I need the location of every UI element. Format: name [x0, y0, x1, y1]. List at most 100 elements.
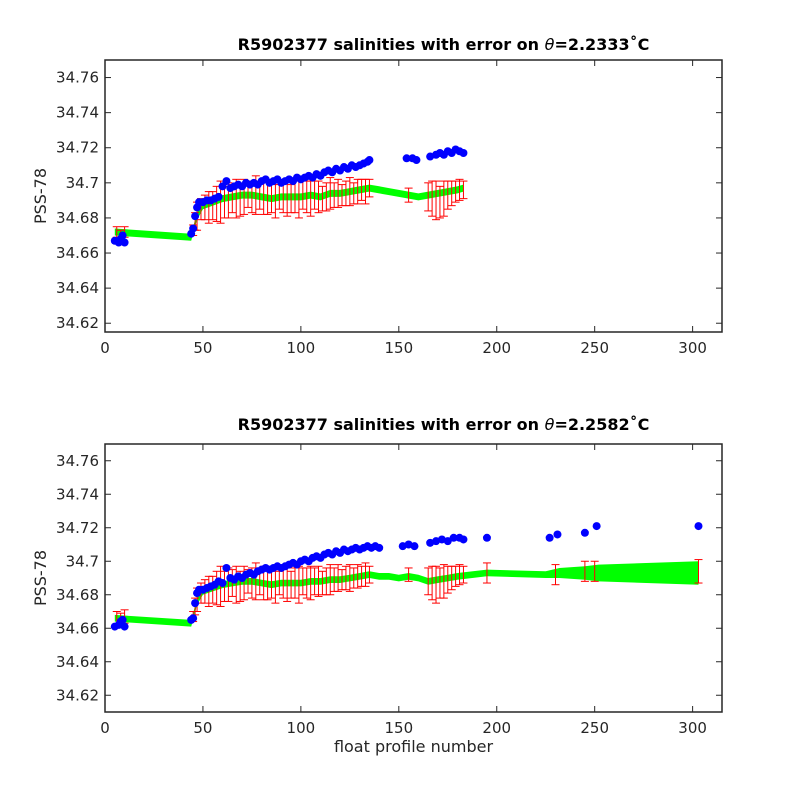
observed-point — [459, 149, 468, 158]
y-tick-label: 34.62 — [56, 686, 99, 704]
y-tick-label: 34.74 — [56, 104, 99, 122]
observed-point — [189, 224, 198, 233]
error-bar — [310, 567, 319, 596]
observed-point — [118, 615, 127, 624]
error-bar — [482, 562, 491, 584]
observed-point — [189, 614, 198, 623]
observed-point — [222, 563, 231, 572]
error-bar — [361, 562, 370, 587]
error-bar — [432, 180, 441, 221]
y-tick-label: 34.74 — [56, 485, 99, 503]
chart-title: R5902377 salinities with error on θ=2.23… — [238, 35, 650, 54]
error-bar — [365, 178, 374, 198]
error-bar — [435, 185, 444, 219]
x-tick-label: 50 — [193, 339, 212, 357]
observed-point — [191, 599, 200, 608]
x-tick-label: 150 — [384, 339, 413, 357]
error-bar — [451, 565, 460, 587]
y-tick-label: 34.76 — [56, 69, 99, 87]
error-bar — [424, 567, 433, 596]
x-axis-label: float profile number — [334, 737, 494, 756]
x-tick-label: 250 — [580, 719, 609, 737]
observed-point — [694, 522, 703, 531]
observed-point — [482, 533, 491, 542]
error-bar — [341, 565, 350, 591]
x-tick-label: 200 — [482, 339, 511, 357]
chart-title-prefix: R5902377 salinities with error on — [238, 35, 545, 54]
y-tick-label: 34.76 — [56, 452, 99, 470]
error-bar — [302, 567, 311, 599]
y-tick-label: 34.7 — [66, 174, 99, 192]
y-axis-label: PSS-78 — [31, 550, 50, 606]
error-bar — [326, 564, 335, 596]
error-bar — [404, 187, 413, 203]
observed-point — [118, 231, 127, 240]
y-tick-label: 34.66 — [56, 619, 99, 637]
error-bar — [404, 567, 413, 582]
error-bar — [580, 560, 589, 582]
chart-title-theta: θ — [545, 35, 555, 54]
error-bar — [345, 564, 354, 592]
calibrated-band — [114, 561, 699, 627]
calibrated-band — [114, 184, 464, 241]
error-bar — [439, 564, 448, 599]
observed-point — [459, 535, 468, 544]
chart-title-prefix: R5902377 salinities with error on — [238, 415, 545, 434]
y-tick-label: 34.64 — [56, 279, 99, 297]
error-bar — [459, 180, 468, 200]
error-bar — [551, 564, 560, 586]
observed-point — [545, 533, 554, 542]
chart-title-unit: ˚C — [630, 35, 650, 54]
error-bar — [334, 178, 343, 208]
observed-point — [592, 522, 601, 531]
x-tick-label: 0 — [100, 719, 110, 737]
y-tick-label: 34.64 — [56, 653, 99, 671]
chart-title-theta: θ — [545, 415, 555, 434]
chart-panel-1: 0 50 100 150 200 250 300 34.62 34.64 34.66 34.68 34… — [31, 35, 723, 357]
observed-point — [214, 192, 223, 201]
chart-panel-2: 0 50 100 150 200 250 300 34.62 34.64 34.66 34.68 34… — [31, 415, 723, 756]
error-bar — [451, 180, 460, 203]
error-bar — [322, 182, 331, 212]
y-tick-label: 34.68 — [56, 209, 99, 227]
observed-point — [120, 238, 129, 247]
error-bar — [365, 565, 374, 584]
x-tick-label: 250 — [580, 339, 609, 357]
x-tick-label: 150 — [384, 719, 413, 737]
observed-point — [443, 537, 452, 546]
x-tick-label: 100 — [287, 719, 316, 737]
error-bar — [455, 564, 464, 586]
y-tick-label: 34.72 — [56, 139, 99, 157]
chart-title-value: =2.2333 — [554, 35, 629, 54]
error-bar — [459, 565, 468, 584]
y-tick-label: 34.72 — [56, 519, 99, 537]
chart-title-unit: ˚C — [630, 415, 650, 434]
axes-box — [104, 59, 723, 333]
observed-point — [365, 156, 374, 165]
x-tick-label: 200 — [482, 719, 511, 737]
observed-point — [222, 177, 231, 186]
y-tick-label: 34.7 — [66, 552, 99, 570]
error-bar — [455, 178, 464, 201]
observed-point — [191, 212, 200, 221]
x-tick-label: 50 — [193, 719, 212, 737]
error-bar — [345, 177, 354, 207]
error-bar — [353, 564, 362, 589]
x-tick-label: 100 — [287, 339, 316, 357]
y-axis-label: PSS-78 — [31, 168, 50, 224]
x-tick-label: 0 — [100, 339, 110, 357]
error-bar — [334, 564, 343, 592]
chart-title: R5902377 salinities with error on θ=2.25… — [238, 415, 650, 434]
observed-point — [553, 530, 562, 539]
observed-point — [449, 533, 458, 542]
x-tick-label: 300 — [678, 719, 707, 737]
error-bar — [232, 565, 241, 604]
y-tick-label: 34.68 — [56, 586, 99, 604]
x-tick-label: 300 — [678, 339, 707, 357]
error-bar — [306, 565, 315, 601]
error-bar — [424, 182, 433, 212]
axes-box — [104, 443, 723, 713]
observed-point — [402, 154, 411, 163]
